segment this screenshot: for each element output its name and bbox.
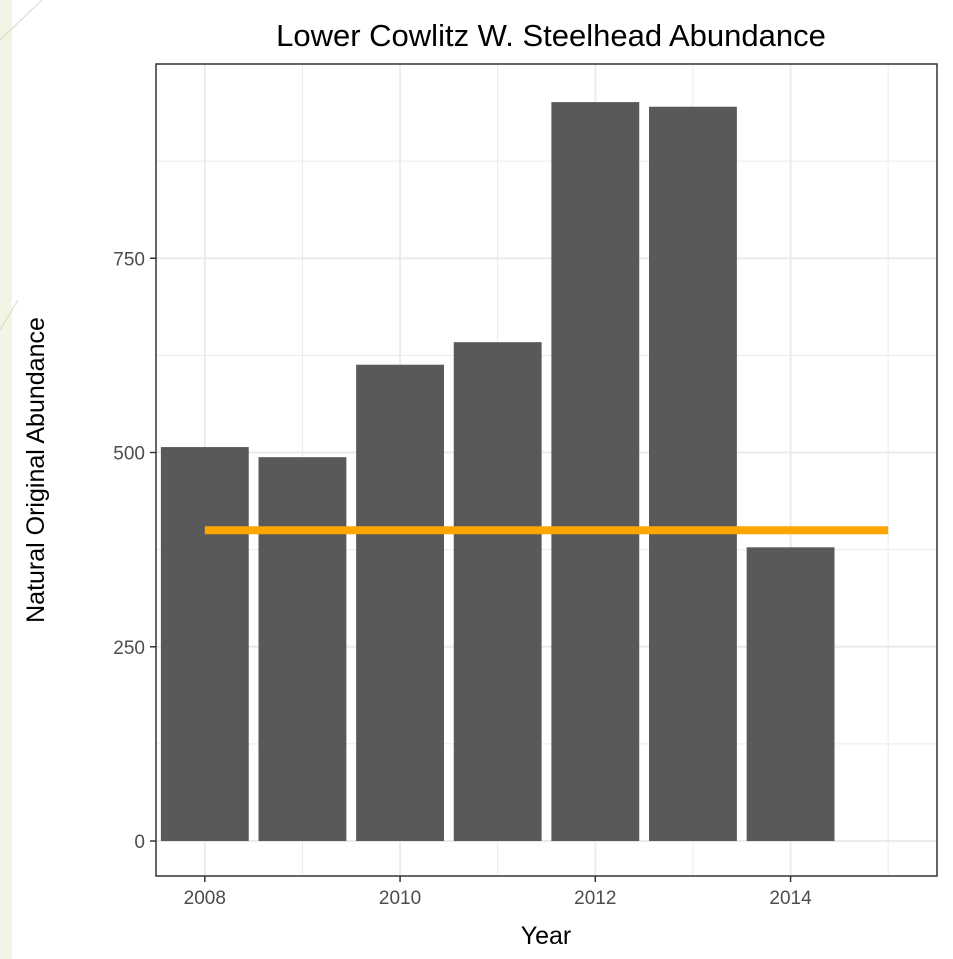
- chart-title: Lower Cowlitz W. Steelhead Abundance: [276, 18, 826, 53]
- x-tick-label: 2010: [379, 888, 421, 909]
- bar-2009: [258, 457, 347, 842]
- y-axis-title: Natural Original Abundance: [22, 317, 50, 623]
- y-tick-label: 750: [113, 249, 145, 270]
- y-tick-label: 500: [113, 444, 145, 465]
- bar-2012: [551, 102, 640, 842]
- y-tick-label: 0: [134, 832, 145, 853]
- bar-2010: [356, 364, 444, 842]
- y-axis: 0 250 500 750: [113, 249, 156, 853]
- x-axis-title: Year: [521, 922, 572, 950]
- bars: [160, 102, 835, 842]
- x-axis: 2008 2010 2012 2014: [184, 876, 812, 909]
- bar-2011: [453, 342, 542, 842]
- x-tick-label: 2012: [574, 888, 616, 909]
- y-tick-label: 250: [113, 638, 145, 659]
- x-tick-label: 2014: [769, 888, 812, 909]
- bar-2014: [746, 547, 835, 842]
- panel-border: [155, 63, 938, 877]
- bar-2013: [649, 106, 737, 842]
- bar-2008: [160, 447, 249, 842]
- x-tick-label: 2008: [184, 888, 226, 909]
